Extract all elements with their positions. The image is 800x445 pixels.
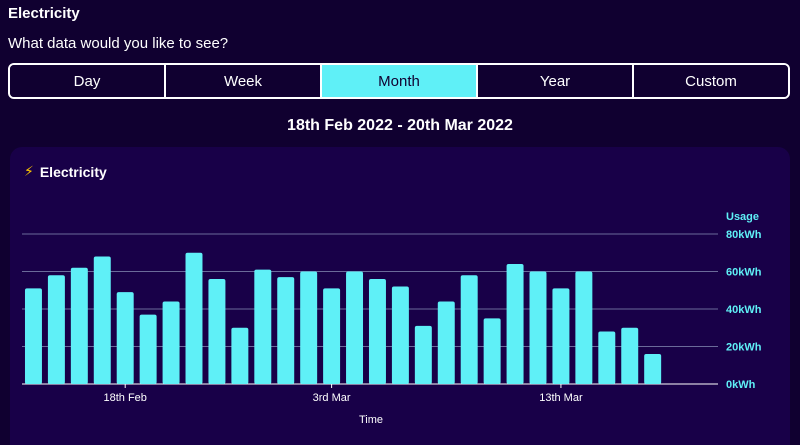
tab-custom[interactable]: Custom: [634, 65, 788, 97]
bar: [208, 279, 226, 384]
bar: [70, 267, 88, 384]
x-tick-label: 3rd Mar: [313, 392, 351, 404]
x-axis-label: Time: [359, 414, 383, 426]
bar: [414, 325, 432, 384]
y-tick-label: 80kWh: [726, 229, 762, 241]
bar: [483, 318, 501, 384]
bar: [24, 288, 42, 384]
bar: [139, 314, 157, 384]
bar: [621, 327, 639, 384]
bar: [323, 288, 341, 384]
y-tick-label: 40kWh: [726, 304, 762, 316]
y-tick-label: 0kWh: [726, 379, 756, 391]
x-tick-label: 13th Mar: [539, 392, 583, 404]
tab-year[interactable]: Year: [478, 65, 634, 97]
tab-week[interactable]: Week: [166, 65, 322, 97]
bar: [254, 269, 272, 384]
tab-month[interactable]: Month: [322, 65, 478, 97]
bar: [575, 271, 593, 384]
bar: [460, 275, 478, 384]
period-tabs: Day Week Month Year Custom: [8, 63, 790, 99]
bar: [162, 301, 180, 384]
x-tick-label: 18th Feb: [103, 392, 146, 404]
bar: [368, 279, 386, 384]
bar: [506, 264, 524, 384]
bar: [47, 275, 65, 384]
y-tick-label: 60kWh: [726, 267, 762, 279]
date-range: 18th Feb 2022 - 20th Mar 2022: [287, 117, 513, 134]
bar: [391, 286, 409, 384]
bar: [598, 331, 616, 384]
bar: [116, 292, 134, 384]
electricity-card: ⚡ Electricity 0kWh 20kWh 40kWh 60kWh 80kWh Us…: [10, 147, 790, 445]
card-title: Electricity: [39, 163, 107, 180]
tab-day[interactable]: Day: [10, 65, 166, 97]
bar: [529, 271, 547, 384]
lightning-bolt-icon: ⚡: [24, 163, 34, 179]
bar: [552, 288, 570, 384]
bar: [185, 252, 203, 384]
bar: [300, 271, 318, 384]
y-tick-label: 20kWh: [726, 342, 762, 354]
bar: [231, 327, 249, 384]
page-title: Electricity: [8, 5, 80, 22]
y-axis-label: Usage: [726, 211, 759, 223]
bar: [644, 354, 662, 384]
bar: [437, 301, 455, 384]
bar: [277, 277, 295, 384]
data-prompt: What data would you like to see?: [8, 35, 229, 52]
bar: [346, 271, 364, 384]
bar: [93, 256, 111, 384]
card-header: ⚡ Electricity: [24, 163, 107, 180]
usage-chart: 0kWh 20kWh 40kWh 60kWh 80kWh Usage 18th Feb 3rd…: [22, 211, 762, 426]
